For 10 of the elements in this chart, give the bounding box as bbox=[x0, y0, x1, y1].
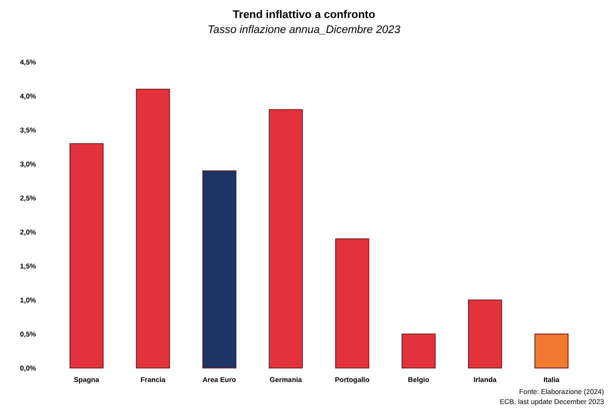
bar bbox=[202, 170, 236, 368]
bar bbox=[534, 334, 568, 368]
bar bbox=[136, 88, 170, 368]
chart-subtitle: Tasso inflazione annua_Dicembre 2023 bbox=[208, 24, 402, 36]
bar bbox=[468, 300, 502, 368]
chart-title: Trend inflattivo a confronto bbox=[232, 9, 376, 21]
bar bbox=[402, 334, 436, 368]
bar bbox=[70, 143, 104, 368]
bar bbox=[268, 109, 303, 368]
bar bbox=[335, 238, 370, 368]
